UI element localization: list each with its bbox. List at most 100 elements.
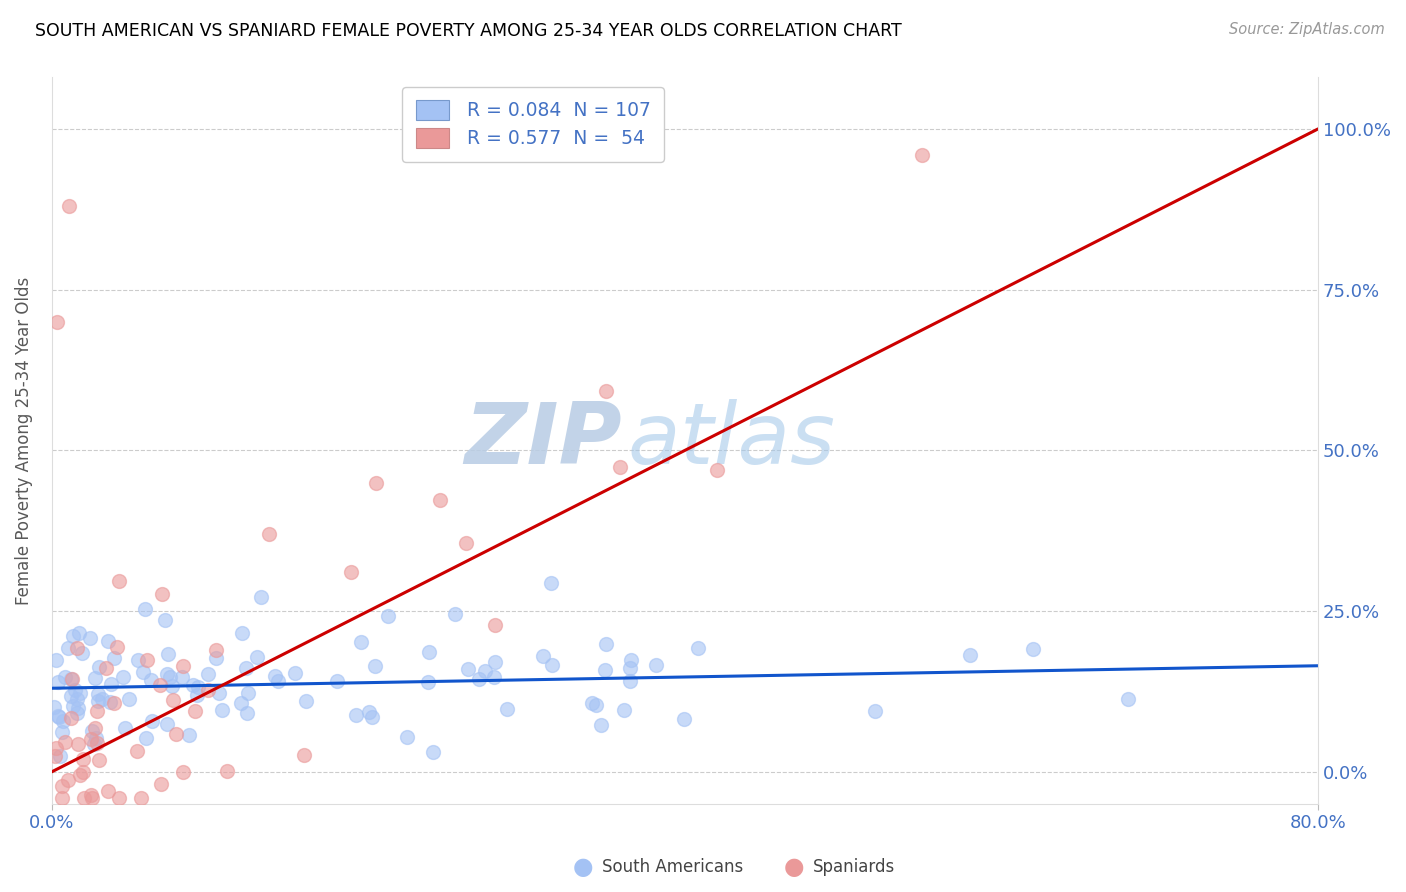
- Point: [52, 714, 75, 728]
- Point: [67, 626, 90, 640]
- Point: [215, 764, 238, 778]
- Point: [58, 640, 80, 655]
- Point: [581, 696, 603, 710]
- Point: [155, 613, 177, 627]
- Point: [672, 712, 695, 726]
- Point: [45, 315, 67, 329]
- Point: [65, 683, 87, 698]
- Point: [79, 631, 101, 645]
- Point: [103, 696, 125, 710]
- Point: [170, 670, 193, 684]
- Point: [645, 658, 668, 673]
- Point: [235, 661, 257, 675]
- Point: [66, 706, 89, 720]
- Point: [429, 492, 451, 507]
- Point: [418, 645, 440, 659]
- Point: [205, 642, 228, 657]
- Point: [457, 662, 479, 676]
- Point: [108, 790, 131, 805]
- Point: [98, 695, 121, 709]
- Point: [108, 574, 131, 588]
- Point: [595, 663, 617, 677]
- Point: [84, 731, 107, 745]
- Text: ZIP: ZIP: [464, 400, 621, 483]
- Point: [229, 696, 252, 710]
- Point: [609, 459, 631, 474]
- Point: [179, 728, 201, 742]
- Point: [107, 640, 129, 655]
- Point: [51, 780, 73, 794]
- Point: [595, 637, 617, 651]
- Point: [58, 199, 80, 213]
- Point: [44, 700, 66, 714]
- Point: [48, 709, 70, 723]
- Point: [46, 675, 69, 690]
- Point: [44, 748, 66, 763]
- Point: [1022, 641, 1045, 656]
- Point: [72, 790, 94, 805]
- Y-axis label: Female Poverty Among 25-34 Year Olds: Female Poverty Among 25-34 Year Olds: [15, 277, 32, 605]
- Point: [89, 753, 111, 767]
- Point: [141, 714, 163, 729]
- Point: [150, 587, 173, 601]
- Point: [103, 651, 125, 665]
- Point: [295, 694, 318, 708]
- Point: [86, 736, 108, 750]
- Point: [172, 765, 194, 780]
- Point: [540, 657, 562, 672]
- Point: [284, 666, 307, 681]
- Point: [181, 678, 204, 692]
- Point: [82, 790, 104, 805]
- Point: [264, 669, 287, 683]
- Text: Spaniards: Spaniards: [813, 858, 894, 876]
- Point: [377, 609, 399, 624]
- Point: [51, 790, 73, 805]
- Point: [136, 653, 159, 667]
- Point: [59, 672, 82, 686]
- Point: [418, 675, 440, 690]
- Point: [132, 665, 155, 680]
- Point: [197, 682, 219, 697]
- Point: [349, 634, 371, 648]
- Point: [235, 706, 257, 721]
- Point: [496, 702, 519, 716]
- Point: [62, 629, 84, 643]
- Point: [1116, 692, 1139, 706]
- Point: [197, 666, 219, 681]
- Text: atlas: atlas: [628, 400, 837, 483]
- Point: [66, 692, 89, 706]
- Point: [134, 602, 156, 616]
- Point: [533, 649, 555, 664]
- Point: [72, 764, 94, 779]
- Point: [90, 691, 112, 706]
- Point: [207, 686, 229, 700]
- Point: [484, 617, 506, 632]
- Point: [613, 702, 636, 716]
- Point: [589, 718, 612, 732]
- Point: [80, 788, 103, 802]
- Point: [595, 384, 617, 398]
- Point: [686, 640, 709, 655]
- Text: South Americans: South Americans: [602, 858, 742, 876]
- Point: [619, 673, 641, 688]
- Point: [51, 724, 73, 739]
- Point: [49, 748, 72, 763]
- Point: [540, 576, 562, 591]
- Point: [257, 527, 280, 541]
- Point: [56, 772, 79, 787]
- Text: SOUTH AMERICAN VS SPANIARD FEMALE POVERTY AMONG 25-34 YEAR OLDS CORRELATION CHAR: SOUTH AMERICAN VS SPANIARD FEMALE POVERT…: [35, 22, 901, 40]
- Point: [149, 777, 172, 791]
- Point: [361, 710, 384, 724]
- Point: [96, 661, 118, 675]
- Point: [250, 591, 273, 605]
- Point: [184, 705, 207, 719]
- Point: [186, 688, 208, 702]
- Point: [172, 659, 194, 673]
- Point: [97, 634, 120, 648]
- Point: [53, 735, 76, 749]
- Point: [344, 708, 367, 723]
- Point: [340, 566, 363, 580]
- Point: [83, 721, 105, 735]
- Point: [135, 731, 157, 746]
- Text: ●: ●: [574, 855, 593, 879]
